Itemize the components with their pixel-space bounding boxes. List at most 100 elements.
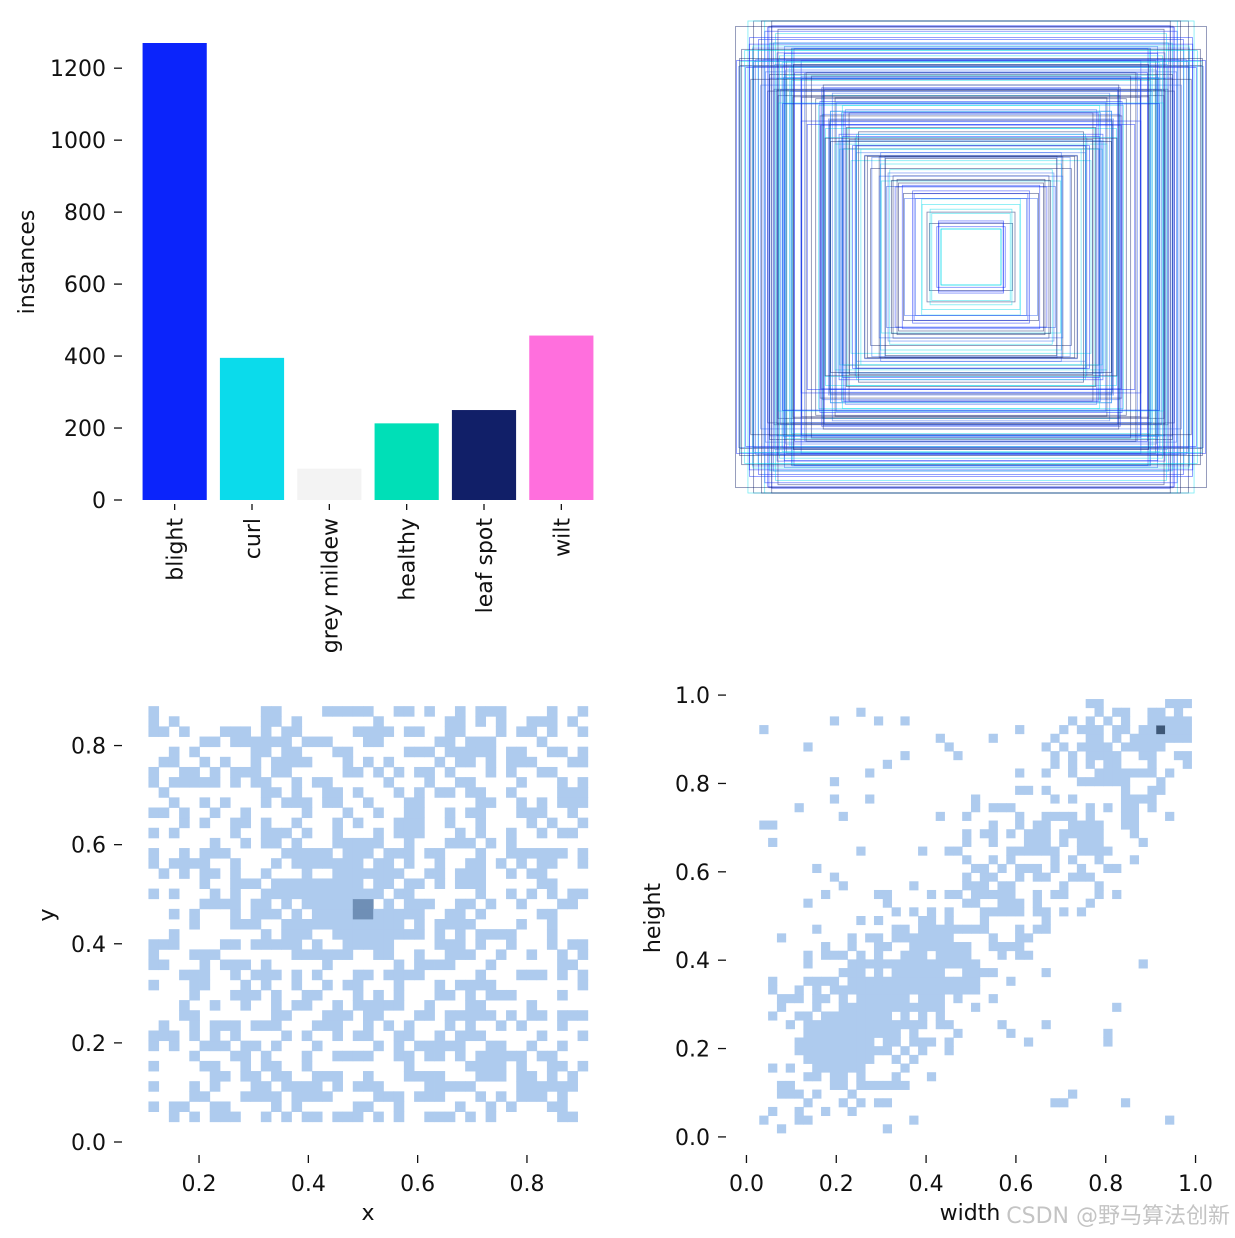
hist-cell [148, 959, 160, 971]
hist-cell [1094, 889, 1104, 900]
hist-cell [546, 919, 558, 930]
hist-cell [1041, 924, 1051, 934]
hist-cell [189, 1081, 200, 1092]
hist-cell [829, 1020, 840, 1030]
hist-cell [1094, 725, 1104, 735]
hist-cell [1103, 742, 1113, 752]
bar-blight [142, 43, 207, 500]
hist-cell [434, 756, 446, 768]
hist-cell [250, 1091, 262, 1102]
hist-cell [1085, 751, 1095, 761]
hist-cell [332, 1111, 343, 1123]
hist-cell [475, 908, 487, 920]
hist-cell [891, 1072, 901, 1082]
hist-cell [250, 1071, 262, 1082]
hist-cell [332, 1020, 343, 1031]
hist-cell [301, 989, 313, 1001]
hist-cell [506, 837, 517, 849]
hist-cell [1032, 863, 1042, 874]
hist-cell [260, 817, 272, 829]
box-outline [764, 71, 1178, 443]
hist-cell [342, 766, 354, 778]
hist-cell [148, 777, 160, 788]
hist-cell [444, 1040, 456, 1052]
hist-cell [1050, 811, 1060, 821]
hist-cell [768, 820, 778, 830]
box-outline [793, 64, 1149, 450]
hist-cell [352, 766, 364, 778]
hist-cell [424, 1071, 435, 1082]
hist-cell [383, 848, 395, 859]
hist-cell [1147, 742, 1157, 752]
hist-cell [230, 827, 241, 839]
hist-cell [838, 1054, 848, 1064]
hist-cell [979, 863, 990, 874]
hist-cell [979, 907, 990, 917]
hist-cell [363, 868, 374, 879]
hist-cell [1094, 855, 1104, 865]
hist-cell [1032, 872, 1042, 882]
hist-cell [1120, 820, 1131, 830]
hist-cell [1103, 768, 1113, 778]
hist-cell [250, 736, 262, 748]
hist-cell [1156, 716, 1166, 726]
hist-cell [1138, 733, 1148, 743]
hist-cell [311, 888, 323, 900]
hist-cell [856, 1063, 866, 1073]
hist-cell [979, 924, 990, 934]
box-outline [931, 212, 1011, 302]
hist-cell [856, 1080, 866, 1090]
hist-cell [403, 858, 415, 869]
hist-cell [322, 1091, 333, 1102]
hist-cell [997, 803, 1007, 813]
hist-cell [768, 976, 778, 986]
hist-cell [526, 1000, 538, 1011]
hist-cell [240, 1071, 252, 1082]
hist-cell [148, 766, 160, 778]
hist-cell [944, 1037, 954, 1047]
hist-cell [882, 985, 893, 995]
hist-cell [1112, 863, 1122, 874]
box-outline [894, 186, 1048, 328]
hist-cell [900, 1011, 910, 1021]
y-tick-label: 0.2 [71, 1032, 106, 1057]
hist-cell [311, 1071, 323, 1082]
hist-cell [785, 1089, 795, 1099]
hist-cell [900, 976, 910, 986]
hist-cell [546, 1050, 558, 1062]
hist-cell [260, 797, 272, 808]
hist-cell [454, 949, 466, 960]
hist-cell [363, 1030, 374, 1042]
hist-cell [1041, 820, 1051, 830]
hist-cell [1015, 863, 1025, 874]
hist-cell [577, 777, 589, 788]
hist-cell [454, 706, 466, 717]
hist-cell [454, 837, 466, 849]
x-tick-label: 0.2 [819, 1172, 854, 1197]
hist-cell [219, 959, 231, 971]
box-outline [735, 25, 1207, 489]
hist-cell [953, 889, 963, 900]
hist-cell [250, 898, 262, 910]
hist-cell [926, 924, 937, 934]
hist-cell [189, 777, 200, 788]
hist-cell [301, 888, 313, 900]
hist-cell [926, 1002, 937, 1012]
hist-cell [322, 1020, 333, 1031]
hist-cell [291, 777, 303, 788]
hist-cell [873, 933, 884, 943]
hist-cell [1094, 707, 1104, 717]
hist-cell [148, 1101, 160, 1112]
hist-cell [900, 950, 910, 960]
hist-cell [332, 837, 343, 849]
hist-cell [865, 1046, 875, 1056]
box-outline [749, 37, 1193, 477]
hist-cell [485, 837, 497, 849]
box-outline [773, 42, 1169, 472]
box-outline [855, 145, 1087, 369]
hist-cell [1182, 725, 1192, 735]
hist-cell [403, 969, 415, 981]
box-outline [736, 60, 1206, 454]
hist-cell [944, 976, 954, 986]
